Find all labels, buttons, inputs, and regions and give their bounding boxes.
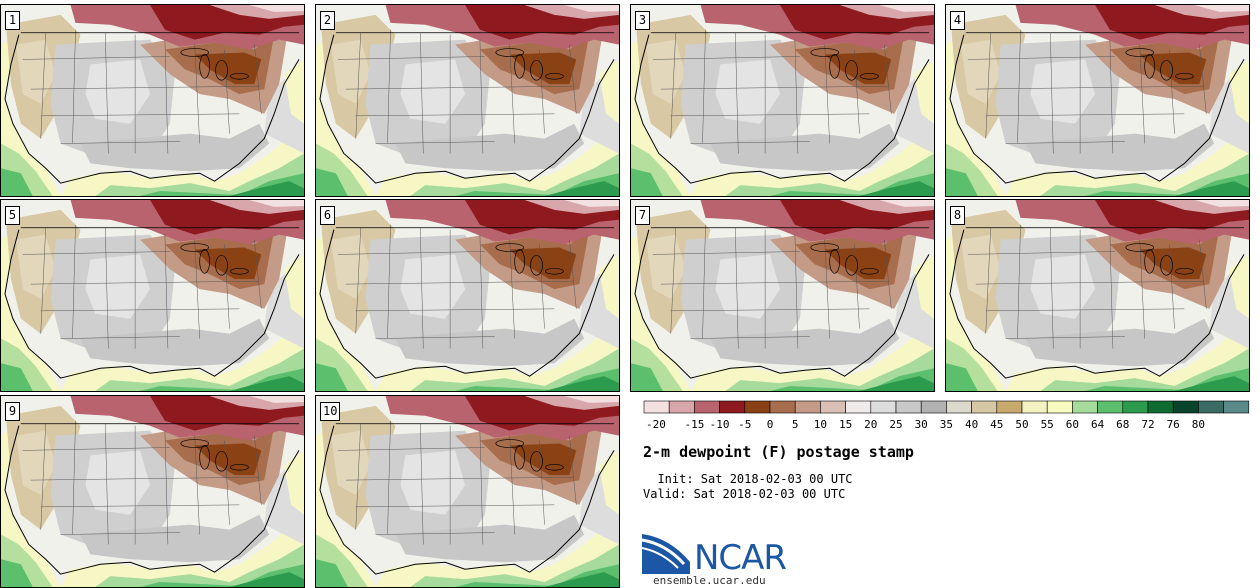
dewpoint-map [631,5,934,196]
colorbar-tick-label: 68 [1116,418,1130,431]
colorbar-tick-label: -20 [646,418,666,431]
colorbar-tick-label: 10 [813,418,828,431]
colorbar-tick-label: 20 [864,418,878,431]
colorbar-swatch [845,400,872,414]
colorbar-swatch [1122,400,1149,414]
postage-stamp-panel: 2 [315,4,620,197]
colorbar-swatch [694,400,720,414]
panel-number: 5 [5,206,20,225]
colorbar-swatch [996,400,1023,414]
dewpoint-map [1,200,304,391]
panel-number: 4 [950,11,965,30]
colorbar-tick-label: 72 [1141,418,1155,431]
panel-number: 6 [320,206,335,225]
colorbar-swatch [870,400,897,414]
colorbar-swatch [794,400,821,414]
colorbar-tick-label: 5 [791,418,799,431]
dewpoint-map [316,5,619,196]
colorbar-swatch [1147,400,1174,414]
dewpoint-map [946,200,1249,391]
colorbar-tick-label: 35 [939,418,954,431]
colorbar-swatch [719,400,746,414]
postage-stamp-panel: 1 [0,4,305,197]
colorbar-swatch [1046,400,1073,414]
colorbar [643,400,1250,414]
postage-stamp-panel: 6 [315,199,620,392]
colorbar-swatch [744,400,771,414]
postage-stamp-panel: 9 [0,395,305,588]
colorbar-swatch [1223,400,1250,414]
colorbar-tick-label: -5 [738,418,752,431]
postage-stamp-panel: 7 [630,199,935,392]
ncar-logo-icon [642,534,690,574]
figure-title: 2-m dewpoint (F) postage stamp [643,443,914,461]
colorbar-swatch [769,400,796,414]
dewpoint-map [316,200,619,391]
dewpoint-map [316,396,619,587]
colorbar-ticks: -20 -15 -10 -5 0 5 10 15 20 25 30 35 40 45 50 55 60 64 68 7… [642,418,1252,432]
dewpoint-map [631,200,934,391]
colorbar-swatch [1198,400,1224,414]
colorbar-tick-label: 60 [1065,418,1080,431]
colorbar-tick-label: 45 [990,418,1004,431]
postage-stamp-panel: 8 [945,199,1250,392]
panel-number: 1 [5,11,20,30]
postage-stamp-panel: 3 [630,4,935,197]
colorbar-tick-label: 15 [838,418,853,431]
colorbar-tick-label: 30 [914,418,928,431]
colorbar-tick-label: -15 [684,418,705,431]
colorbar-tick-label: 55 [1040,418,1054,431]
colorbar-tick-label: 64 [1090,418,1105,431]
colorbar-swatch [895,400,922,414]
colorbar-swatch [971,400,998,414]
colorbar-tick-label: 76 [1166,418,1180,431]
colorbar-swatch [1097,400,1124,414]
valid-time: Valid: Sat 2018-02-03 00 UTC [643,487,846,501]
panel-number: 9 [5,402,20,421]
colorbar-tick-label: 40 [964,418,979,431]
colorbar-swatch [643,400,670,414]
dewpoint-map [946,5,1249,196]
postage-stamp-panel: 4 [945,4,1250,197]
dewpoint-map [1,5,304,196]
panel-number: 3 [635,11,650,30]
colorbar-swatch [946,400,972,414]
ncar-logo: NCAR [642,532,792,576]
colorbar-swatch [1021,400,1048,414]
colorbar-tick-label: 50 [1015,418,1029,431]
colorbar-swatch [668,400,695,414]
site-url[interactable]: ensemble.ucar.edu [653,574,766,587]
dewpoint-map [1,396,304,587]
init-time: Init: Sat 2018-02-03 00 UTC [643,472,853,486]
ncar-logo-text: NCAR [694,538,787,578]
colorbar-tick-label: 80 [1191,418,1206,431]
colorbar-tick-label: 25 [889,418,903,431]
colorbar-swatch [1072,400,1098,414]
colorbar-tick-label: 0 [766,418,774,431]
postage-stamp-panel: 5 [0,199,305,392]
panel-number: 2 [320,11,335,30]
panel-number: 7 [635,206,650,225]
colorbar-swatch [920,400,947,414]
postage-stamp-panel: 10 [315,395,620,588]
panel-number: 10 [320,402,341,421]
panel-number: 8 [950,206,965,225]
colorbar-swatch [820,400,846,414]
colorbar-tick-label: -10 [709,418,730,431]
colorbar-swatch [1172,400,1199,414]
